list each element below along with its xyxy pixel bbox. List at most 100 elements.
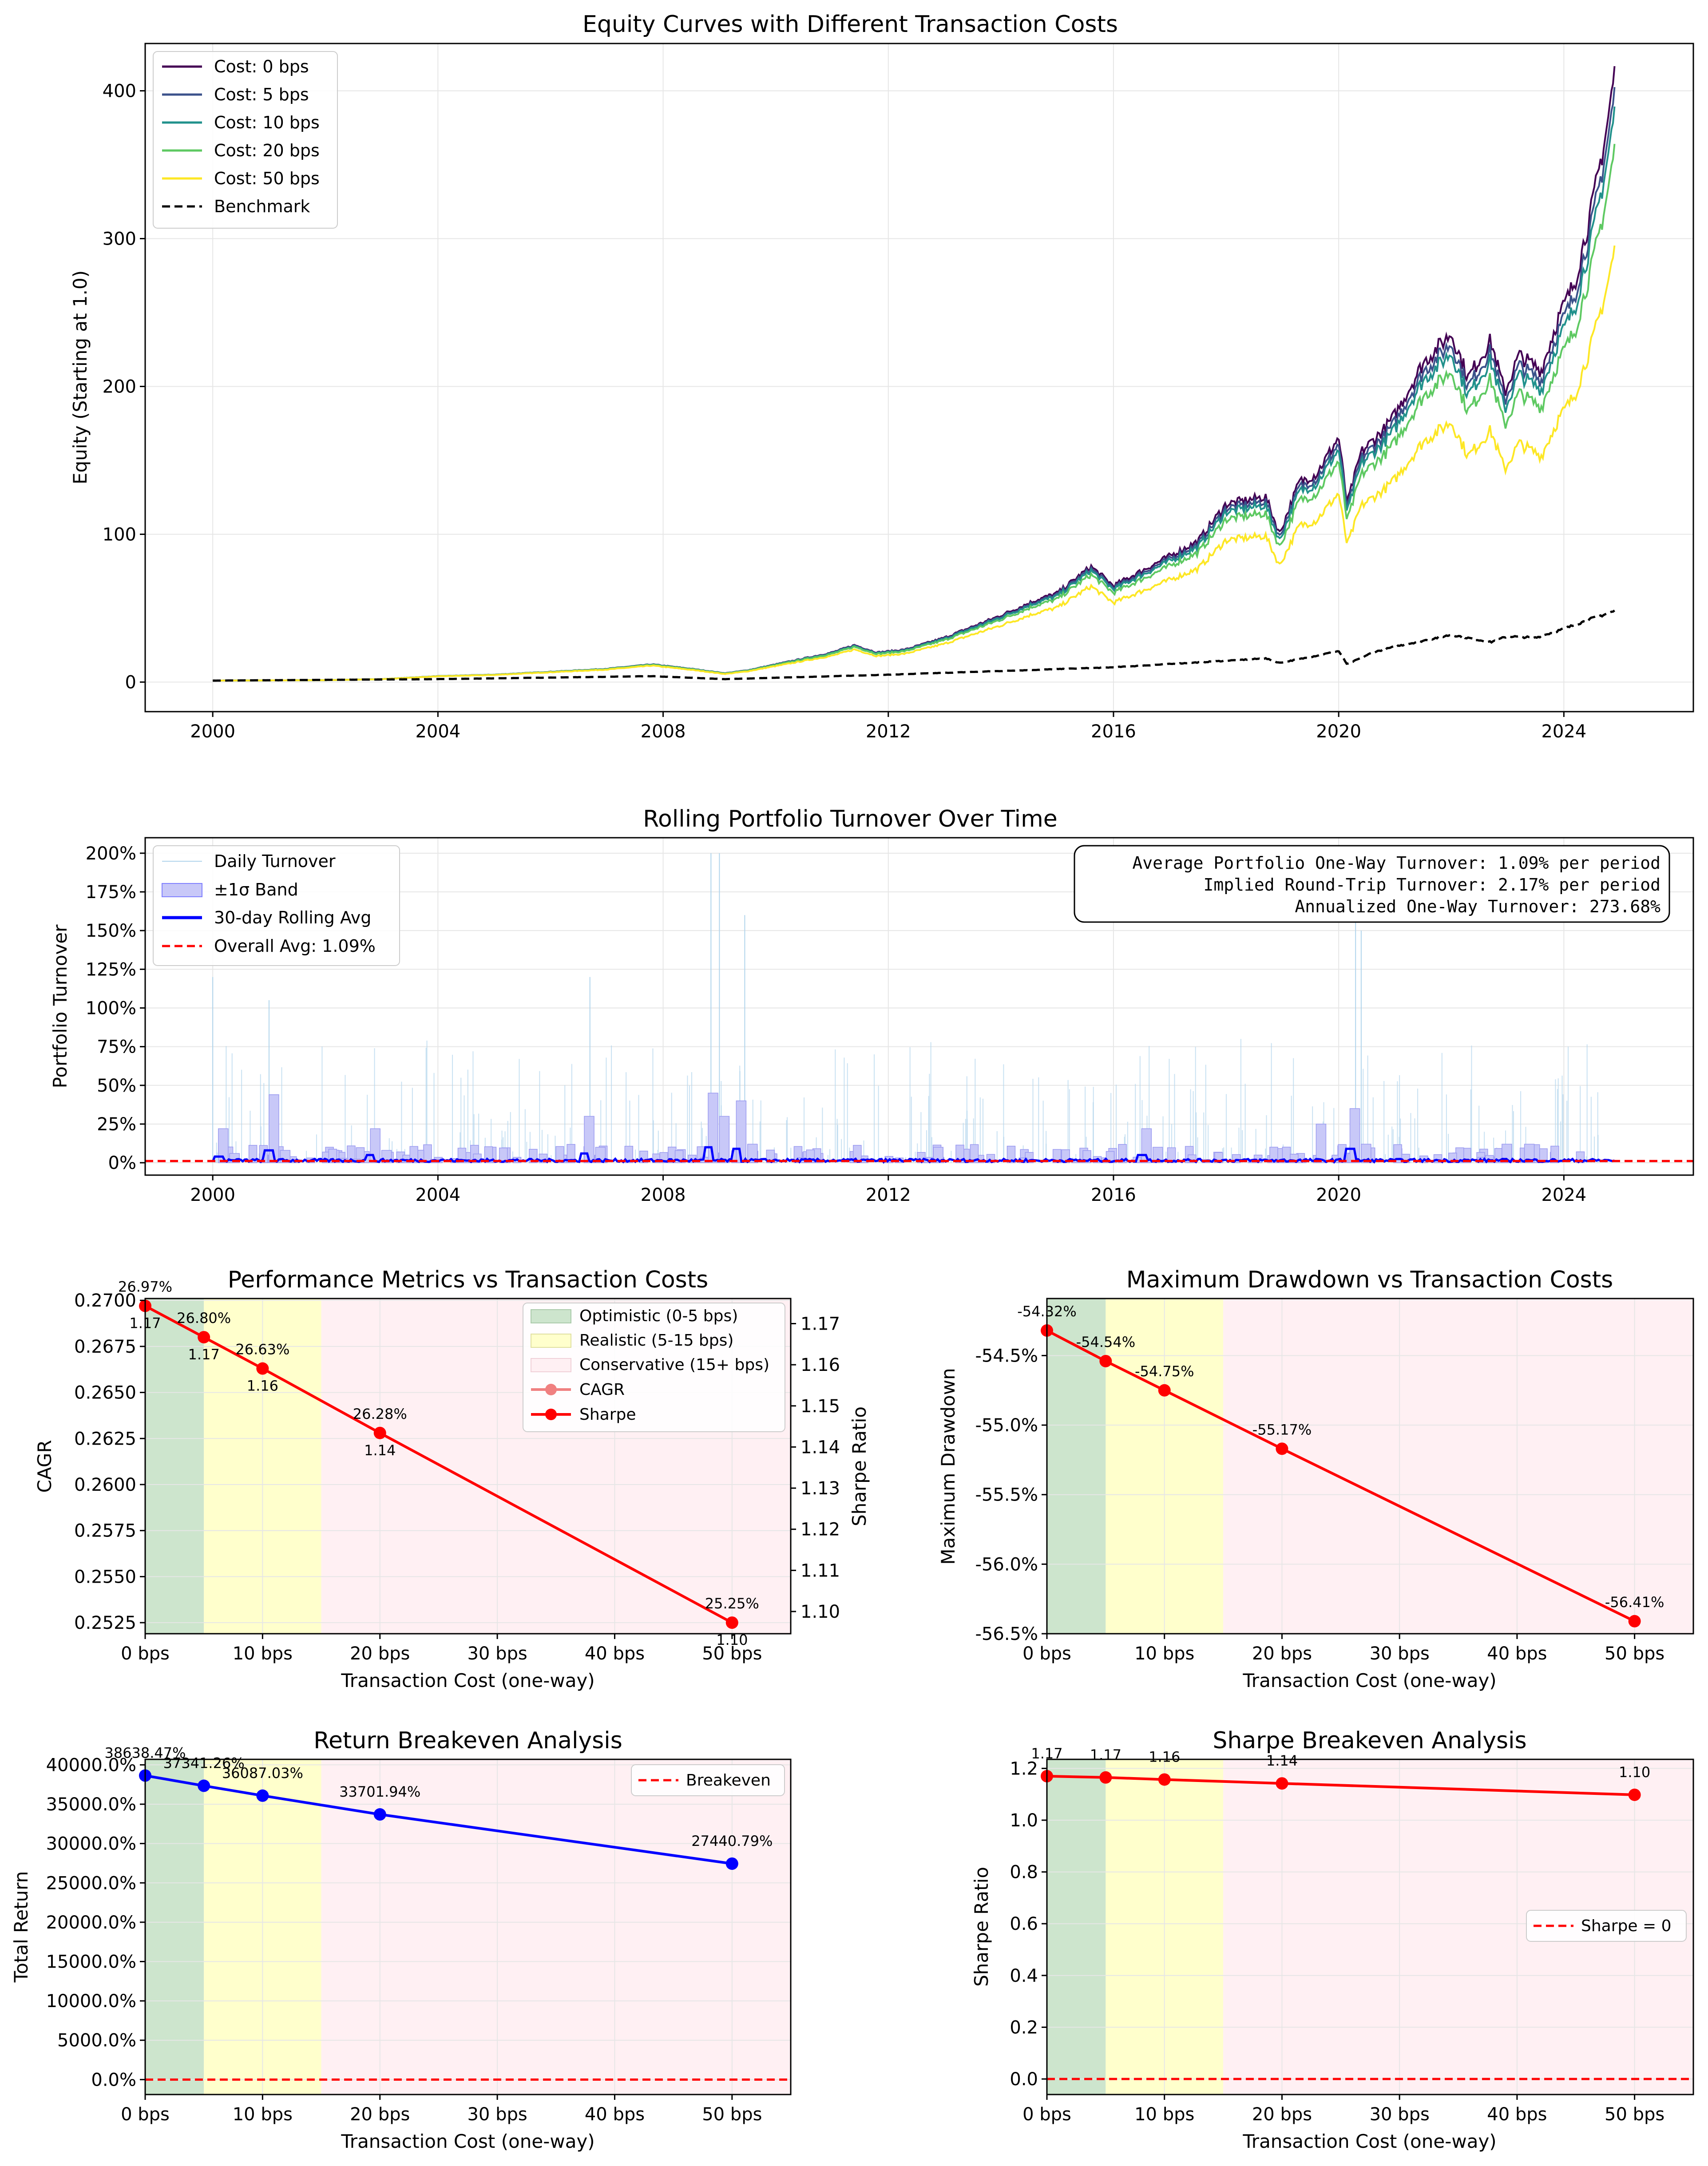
x-tick-label: 2008 — [641, 1185, 686, 1205]
x-tick-label: 30 bps — [467, 2104, 527, 2125]
data-point — [1099, 1771, 1112, 1784]
annotation-line: Annualized One-Way Turnover: 273.68% — [1295, 897, 1660, 916]
legend-label: Cost: 0 bps — [214, 57, 309, 76]
data-point — [198, 1331, 210, 1344]
y-axis-label: Maximum Drawdown — [937, 1368, 959, 1564]
y-tick-label: 50% — [97, 1076, 136, 1096]
chart-title: Rolling Portfolio Turnover Over Time — [643, 806, 1058, 832]
y-axis-label: Sharpe Ratio — [971, 1867, 992, 1987]
y-tick-label: 0.2550 — [74, 1567, 136, 1587]
value-label: -54.75% — [1135, 1363, 1194, 1380]
sigma-band — [1118, 1144, 1127, 1163]
annotation-box — [1074, 845, 1670, 923]
y-tick-label: 0.2575 — [74, 1521, 136, 1541]
sigma-band — [1007, 1145, 1016, 1163]
y-tick-label: 0.2600 — [74, 1475, 136, 1495]
x-tick-label: 2000 — [190, 1185, 235, 1205]
sharpe-label: 1.17 — [188, 1346, 220, 1363]
performance-metrics-chart: Performance Metrics vs Transaction Costs… — [34, 1267, 870, 1691]
x-tick-label: 2024 — [1541, 1185, 1586, 1205]
y-tick-label: 100% — [86, 998, 136, 1018]
x-tick-label: 40 bps — [585, 1643, 645, 1664]
y-axis-ticks: 0.0% 5000.0% 10000.0% 15000.0% 20000.0% 25000… — [46, 1755, 145, 2090]
x-tick-label: 2000 — [190, 721, 235, 742]
sigma-band — [347, 1145, 356, 1163]
legend-label: ±1σ Band — [214, 880, 298, 899]
x-tick-label: 0 bps — [121, 1643, 170, 1664]
turnover-chart: Rolling Portfolio Turnover Over Time 200… — [49, 806, 1694, 1205]
y-axis-ticks: 0.2525 0.2550 0.2575 0.2600 0.2625 0.2650 0.26… — [74, 1291, 145, 1633]
data-point — [1628, 1615, 1641, 1627]
legend-label: Cost: 20 bps — [214, 141, 320, 160]
sharpe-label: 1.16 — [247, 1378, 278, 1394]
annotation-line: Implied Round-Trip Turnover: 2.17% per p… — [1203, 875, 1660, 895]
data-point — [198, 1779, 210, 1792]
x-axis-ticks: 0 bps 10 bps 20 bps 30 bps 40 bps 50 bps — [1022, 1634, 1664, 1664]
y-axis-label: Total Return — [10, 1871, 32, 1983]
x-axis-ticks: 0 bps 10 bps 20 bps 30 bps 40 bps 50 bps — [1022, 2095, 1664, 2125]
y-tick-label: 0.0 — [1010, 2069, 1038, 2090]
plot-frame — [144, 1298, 792, 1635]
data-point — [373, 1808, 386, 1821]
sigma-band — [747, 1144, 758, 1163]
legend-box — [523, 1303, 785, 1432]
y-tick-label: 0.2650 — [74, 1383, 136, 1403]
cagr-label: 26.97% — [118, 1279, 172, 1295]
x-tick-label: 2016 — [1091, 721, 1136, 742]
y-tick-label: 35000.0% — [46, 1794, 136, 1815]
y-tick-label: 0.0% — [91, 2070, 136, 2090]
sigma-band — [1152, 1147, 1163, 1163]
sigma-band — [933, 1147, 943, 1163]
x-tick-label: 50 bps — [702, 1643, 762, 1664]
y-tick-label: 300 — [103, 229, 136, 249]
data-point — [725, 1857, 738, 1870]
x-axis-ticks: 0 bps 10 bps 20 bps 30 bps 40 bps 50 bps — [121, 1634, 762, 1664]
legend-label: Realistic (5-15 bps) — [579, 1331, 733, 1350]
x-tick-label: 2024 — [1541, 721, 1586, 742]
x-tick-label: 10 bps — [233, 1643, 293, 1664]
x-tick-label: 2004 — [415, 1185, 460, 1205]
sigma-band — [269, 1094, 279, 1163]
y-tick-label: -55.0% — [975, 1415, 1038, 1436]
x-tick-label: 10 bps — [1134, 1643, 1194, 1664]
zone-conservative — [321, 1759, 791, 2095]
plot-frame — [144, 837, 1694, 1176]
x-axis-ticks: 2000 2004 2008 2012 2016 2020 2024 — [190, 712, 1586, 742]
y-tick-label: 5000.0% — [57, 2031, 136, 2051]
value-label: 33701.94% — [339, 1783, 420, 1800]
legend-swatch-conservative — [531, 1358, 571, 1372]
x-tick-label: 2012 — [866, 721, 911, 742]
x-tick-label: 20 bps — [350, 2104, 410, 2125]
sigma-band — [970, 1144, 979, 1163]
value-label: 1.14 — [1266, 1752, 1298, 1769]
chart-title: Return Breakeven Analysis — [313, 1727, 622, 1754]
x-axis-label: Transaction Cost (one-way) — [1242, 1670, 1496, 1691]
chart-title: Sharpe Breakeven Analysis — [1213, 1727, 1526, 1754]
legend-label: Cost: 50 bps — [214, 169, 320, 188]
plot-frame — [1046, 1758, 1694, 2095]
series-line-3 — [213, 143, 1616, 682]
value-label: 38638.47% — [104, 1745, 186, 1762]
y-tick-label: -56.0% — [975, 1554, 1038, 1575]
plot-frame — [144, 43, 1694, 713]
right-tick-label: 1.11 — [801, 1560, 840, 1581]
data-point — [256, 1789, 269, 1802]
right-tick-label: 1.14 — [801, 1437, 840, 1457]
x-tick-label: 50 bps — [1605, 1643, 1664, 1664]
x-axis-label: Transaction Cost (one-way) — [341, 1670, 594, 1691]
zone-optimistic — [1047, 1299, 1106, 1634]
y-tick-label: 200 — [103, 376, 136, 397]
x-axis-ticks: 2000 2004 2008 2012 2016 2020 2024 — [190, 1175, 1586, 1205]
legend-swatch-optimistic — [531, 1309, 571, 1323]
x-axis-ticks: 0 bps 10 bps 20 bps 30 bps 40 bps 50 bps — [121, 2095, 762, 2125]
right-axis-ticks: 1.10 1.11 1.12 1.13 1.14 1.15 1.16 1.17 — [791, 1314, 840, 1622]
right-tick-label: 1.13 — [801, 1478, 840, 1499]
x-tick-label: 20 bps — [1252, 1643, 1312, 1664]
y-tick-label: 30000.0% — [46, 1834, 136, 1854]
x-tick-label: 10 bps — [1134, 2104, 1194, 2125]
legend-label: Sharpe = 0 — [1581, 1917, 1671, 1935]
drawdown-marks: -54.32%-54.54%-54.75%-55.17%-56.41% — [1017, 1303, 1664, 1627]
y-tick-label: 25000.0% — [46, 1873, 136, 1893]
series-line-0 — [213, 66, 1616, 682]
legend: Optimistic (0-5 bps) Realistic (5-15 bps… — [523, 1303, 785, 1432]
